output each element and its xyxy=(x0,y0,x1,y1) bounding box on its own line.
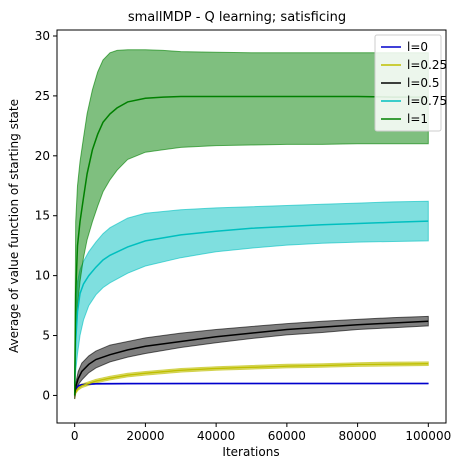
band-l-1 xyxy=(74,49,429,396)
legend: l=0 l=0.25 l=0.5 l=0.75 l=1 xyxy=(374,34,447,132)
x-axis: 0 20000 40000 60000 80000 100000 xyxy=(71,423,451,443)
y-tick-label: 5 xyxy=(42,329,50,343)
line-l-0-25 xyxy=(73,362,429,396)
band-l-0-5 xyxy=(74,315,429,400)
y-axis-label: Average of value function of starting st… xyxy=(7,99,21,353)
legend-label: l=0.75 xyxy=(407,94,447,108)
x-tick-label: 100000 xyxy=(405,429,451,443)
y-axis: 0 5 10 15 20 25 30 xyxy=(35,29,57,402)
legend-label: l=0.5 xyxy=(407,76,439,90)
y-tick-label: 30 xyxy=(35,29,50,43)
x-tick-label: 20000 xyxy=(126,429,164,443)
x-axis-label: Iterations xyxy=(222,445,279,459)
line-l-1 xyxy=(73,95,429,396)
x-tick-label: 0 xyxy=(71,429,79,443)
line-l-0-5 xyxy=(73,320,429,396)
legend-label: l=0.25 xyxy=(407,58,447,72)
line-l-0 xyxy=(73,382,429,396)
band-l-0-75 xyxy=(74,200,429,396)
chart-title: smallMDP - Q learning; satisficing xyxy=(128,10,346,25)
y-tick-label: 25 xyxy=(35,89,50,103)
y-tick-label: 15 xyxy=(35,209,50,223)
legend-box xyxy=(374,34,442,132)
series-lines xyxy=(73,95,429,396)
legend-label: l=0 xyxy=(407,40,428,54)
legend-label: l=1 xyxy=(407,112,428,126)
x-tick-label: 80000 xyxy=(338,429,376,443)
x-tick-label: 60000 xyxy=(268,429,306,443)
plot-frame xyxy=(56,29,447,424)
y-tick-label: 20 xyxy=(35,149,50,163)
line-l-0-75 xyxy=(73,220,429,384)
y-tick-label: 10 xyxy=(35,269,50,283)
y-tick-label: 0 xyxy=(42,388,50,402)
x-tick-label: 40000 xyxy=(197,429,235,443)
